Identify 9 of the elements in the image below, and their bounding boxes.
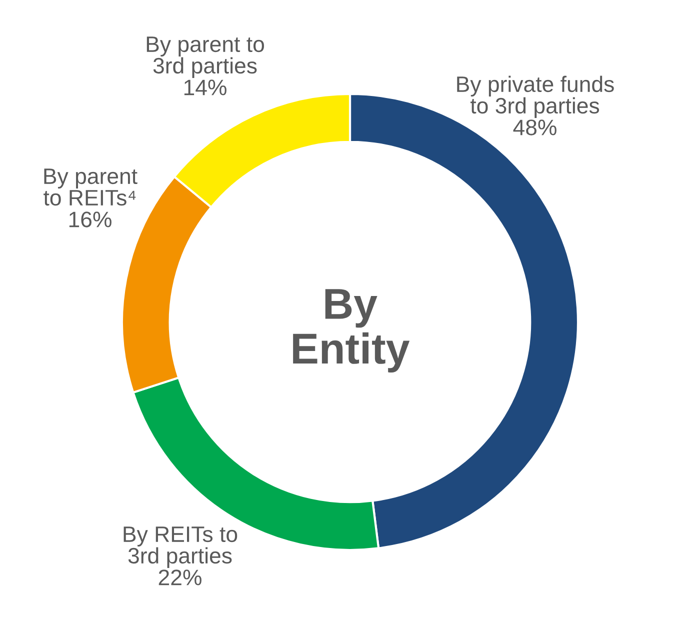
data-label: 16% (69, 212, 112, 228)
data-label: 48% (513, 120, 556, 136)
slice-label: By parent to 3rd parties (146, 36, 264, 78)
data-label: 22% (158, 570, 202, 586)
slice-label: By private funds to 3rd parties (457, 76, 614, 118)
text: By Entity (293, 289, 410, 372)
data-label: 14% (184, 80, 226, 96)
slice-label: By REITs to 3rd parties (124, 526, 238, 568)
slice-label: By parent to REITs⁴ (44, 168, 138, 206)
